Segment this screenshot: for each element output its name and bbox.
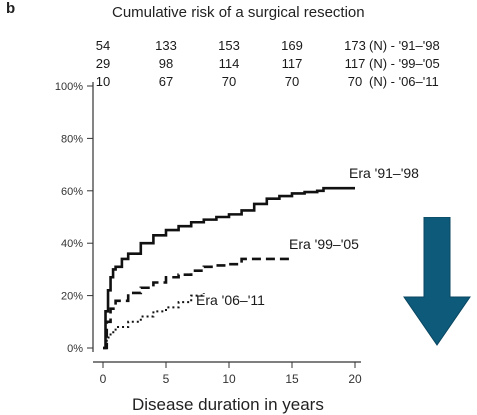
at-risk-value: 10 bbox=[96, 74, 110, 89]
x-tick-label: 15 bbox=[285, 372, 299, 386]
at-risk-value: 29 bbox=[96, 56, 110, 71]
series-label: Era '06–'11 bbox=[196, 292, 265, 308]
x-tick-label: 10 bbox=[222, 372, 236, 386]
x-axis-label: Disease duration in years bbox=[132, 395, 324, 414]
y-tick-label: 0% bbox=[67, 343, 83, 355]
at-risk-value: 54 bbox=[96, 38, 110, 53]
at-risk-value: 169 bbox=[281, 38, 303, 53]
y-tick-label: 80% bbox=[61, 133, 83, 145]
at-risk-value: 153 bbox=[218, 38, 240, 53]
y-tick-label: 60% bbox=[61, 186, 83, 198]
x-tick-label: 20 bbox=[348, 372, 362, 386]
series-label: Era '99–'05 bbox=[289, 236, 359, 252]
x-tick-label: 0 bbox=[100, 372, 107, 386]
at-risk-value: 70 bbox=[285, 74, 299, 89]
at-risk-value: 173 bbox=[344, 38, 366, 53]
down-arrow-icon bbox=[403, 217, 471, 346]
y-tick-label: 100% bbox=[55, 81, 83, 93]
at-risk-value: 70 bbox=[348, 74, 362, 89]
series-line bbox=[103, 257, 292, 350]
x-tick-label: 5 bbox=[163, 372, 170, 386]
at-risk-value: 98 bbox=[159, 56, 173, 71]
at-risk-row-label: (N) - '99–'05 bbox=[369, 56, 440, 71]
y-tick-label: 40% bbox=[61, 238, 83, 250]
series-label: Era '91–'98 bbox=[349, 165, 419, 181]
at-risk-value: 70 bbox=[222, 74, 236, 89]
y-tick-label: 20% bbox=[61, 291, 83, 303]
series-line bbox=[103, 186, 355, 350]
at-risk-value: 117 bbox=[282, 56, 303, 71]
at-risk-value: 133 bbox=[155, 38, 177, 53]
at-risk-row-label: (N) - '91–'98 bbox=[369, 38, 440, 53]
panel-label: b bbox=[6, 0, 16, 17]
at-risk-row-label: (N) - '06–'11 bbox=[369, 74, 439, 89]
at-risk-value: 114 bbox=[219, 56, 240, 71]
at-risk-value: 67 bbox=[159, 74, 173, 89]
at-risk-value: 117 bbox=[345, 56, 366, 71]
chart-title: Cumulative risk of a surgical resection bbox=[112, 4, 365, 21]
